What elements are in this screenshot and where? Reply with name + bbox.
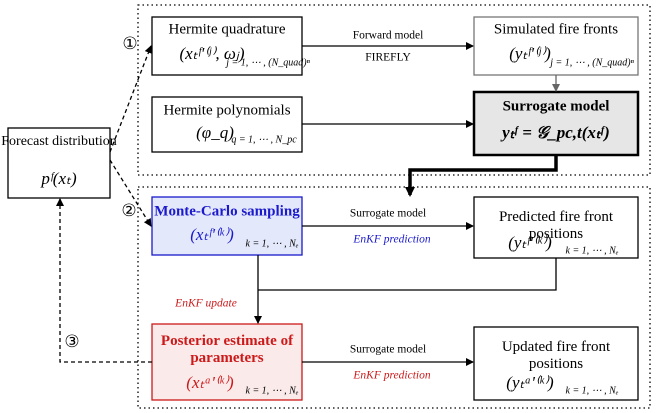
node-title: Surrogate model bbox=[503, 98, 610, 114]
upper-region bbox=[137, 4, 651, 176]
edge-label: EnKF update bbox=[174, 298, 237, 310]
node-formula: (yₜᶠ'⁽ᵏ⁾) bbox=[508, 233, 552, 252]
node-title: Updated fire front positions bbox=[502, 339, 611, 372]
node-box bbox=[473, 196, 639, 259]
node-title: Monte-Carlo sampling bbox=[154, 203, 300, 219]
forecast-title: Forecast distribution bbox=[1, 134, 117, 149]
dashed-arrow bbox=[109, 159, 152, 227]
node-formula: (φ_q) bbox=[196, 123, 234, 142]
node-title: Predicted fire front positions bbox=[499, 209, 614, 242]
node-title: Simulated fire fronts bbox=[494, 21, 618, 37]
step-number: ① bbox=[122, 34, 137, 53]
node-title: Posterior estimate of parameters bbox=[161, 333, 294, 366]
node-box bbox=[472, 90, 640, 157]
dashed-arrow bbox=[56, 198, 152, 363]
node-formula: (xₜᶠ'⁽ʲ⁾, ωⱼ) bbox=[179, 44, 244, 63]
edge-label: EnKF prediction bbox=[352, 234, 430, 246]
node-index: j = 1, ⋯ , (N_quad)ⁿ bbox=[224, 57, 310, 68]
node-box bbox=[473, 326, 639, 401]
thick-arrow bbox=[405, 155, 558, 197]
edge-label: Surrogate model bbox=[350, 344, 426, 356]
edge-label: EnKF prediction bbox=[352, 370, 430, 382]
edge-label: Forward model bbox=[353, 30, 424, 42]
node-title: Hermite polynomials bbox=[163, 102, 290, 118]
lower-region bbox=[137, 186, 651, 409]
node-index: k = 1, ⋯ , Nₑ bbox=[566, 245, 619, 256]
step-number: ② bbox=[121, 201, 136, 220]
node-box bbox=[151, 196, 303, 256]
node-index: q = 1, ⋯ , N_pc bbox=[231, 134, 297, 145]
node-formula: (xₜᶠ'⁽ᵏ⁾) bbox=[190, 225, 234, 244]
node-box bbox=[151, 16, 303, 76]
node-formula: (yₜᶠ'⁽ʲ⁾) bbox=[509, 44, 551, 63]
step-number: ③ bbox=[64, 332, 79, 351]
node-title: Hermite quadrature bbox=[168, 21, 285, 37]
node-formula: (xₜᵃ'⁽ᵏ⁾) bbox=[186, 373, 234, 392]
node-formula: (yₜᵃ'⁽ᵏ⁾) bbox=[506, 373, 554, 392]
node-index: k = 1, ⋯ , Nₑ bbox=[566, 385, 619, 396]
node-index: k = 1, ⋯ , Nₑ bbox=[246, 238, 299, 249]
node-index: k = 1, ⋯ , Nₑ bbox=[246, 385, 299, 396]
edge-label: Surrogate model bbox=[350, 208, 426, 220]
edge-label: FIREFLY bbox=[365, 52, 411, 64]
dashed-arrow bbox=[109, 45, 153, 153]
node-box bbox=[151, 323, 303, 401]
forecast-formula: pᶠ(xₜ) bbox=[40, 169, 77, 188]
node-index: j = 1, ⋯ , (N_quad)ⁿ bbox=[548, 57, 634, 68]
node-formula: yₜᶠ = 𝒢_pc,t(xₜᶠ) bbox=[500, 123, 610, 142]
line bbox=[258, 258, 557, 291]
